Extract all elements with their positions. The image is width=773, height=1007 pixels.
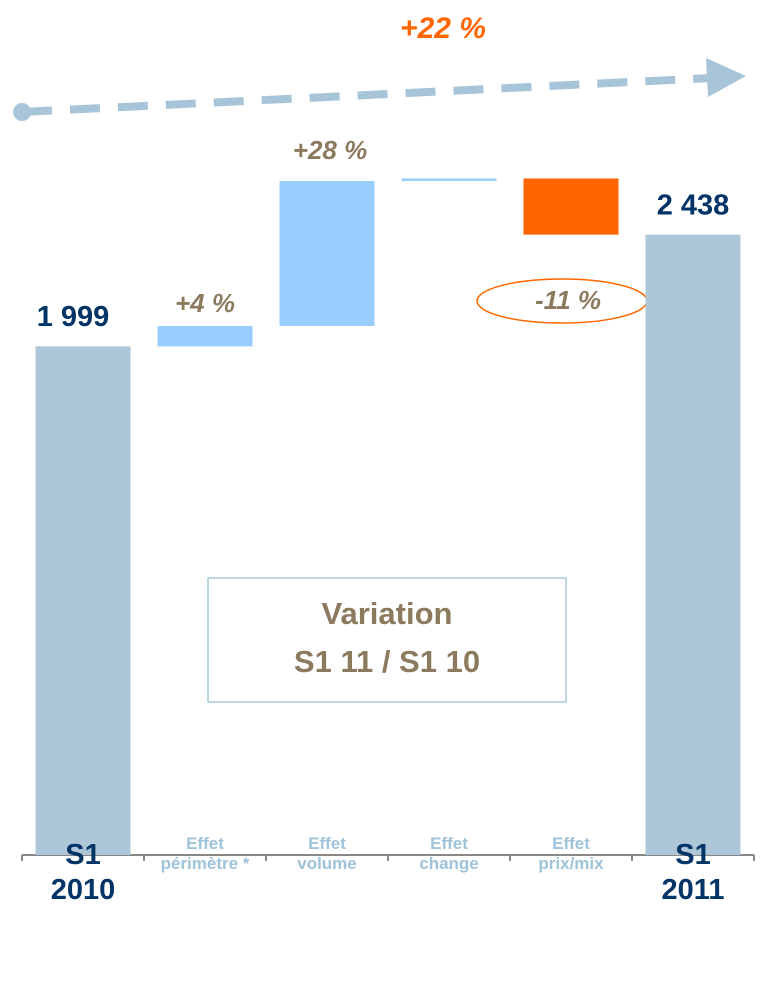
bar [523,178,619,235]
x-tick-label: Effet prix/mix [538,834,604,874]
x-tick-label: Effet change [419,834,479,874]
trend-arrow [21,74,713,116]
variation-box [207,577,567,703]
bar [645,234,741,856]
x-tick-label: S1 2011 [661,839,725,906]
box-text: S1 11 / S1 10 [294,644,480,679]
bar [157,326,253,347]
bar [35,346,131,855]
value-label: 2 438 [657,189,730,221]
box-text: Variation [322,596,453,631]
x-tick-label: Effet volume [297,834,357,874]
total-change: +22 % [400,12,486,45]
bar [401,178,497,181]
effect-label: -11 % [535,285,601,315]
x-tick-label: S1 2010 [50,839,116,906]
x-tick-label: Effet périmètre * [160,834,250,874]
effect-label: +4 % [175,288,235,318]
value-label: 1 999 [37,301,110,333]
effect-label: +28 % [293,135,367,165]
bar [279,180,375,327]
arrow-head [706,58,746,97]
